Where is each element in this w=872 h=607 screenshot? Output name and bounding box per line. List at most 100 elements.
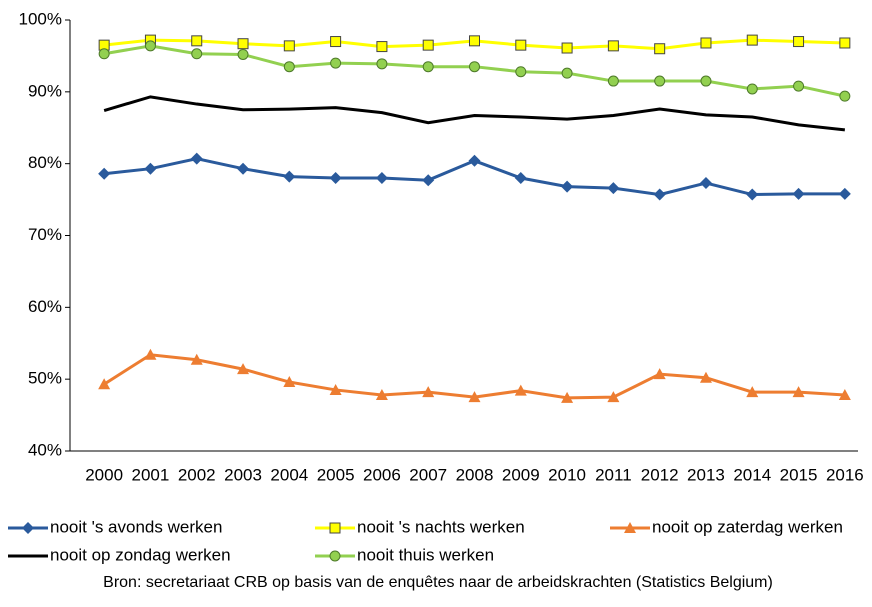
x-tick-label: 2009 <box>502 465 540 484</box>
marker <box>144 348 157 360</box>
legend-label: nooit 's nachts werken <box>357 517 525 536</box>
marker <box>792 386 805 398</box>
marker <box>607 40 619 52</box>
marker <box>700 37 712 49</box>
x-tick-label: 2000 <box>85 465 123 484</box>
marker <box>699 371 712 383</box>
x-tick-label: 2015 <box>780 465 818 484</box>
legend-label: nooit op zaterdag werken <box>652 517 843 536</box>
marker <box>191 48 203 60</box>
x-tick-label: 2001 <box>132 465 170 484</box>
marker <box>330 57 342 69</box>
marker <box>422 61 434 73</box>
y-tick-label: 60% <box>28 297 62 316</box>
marker <box>468 154 481 167</box>
marker <box>515 39 527 51</box>
marker <box>792 187 805 200</box>
x-tick-label: 2008 <box>456 465 494 484</box>
y-tick-label: 80% <box>28 153 62 172</box>
marker <box>375 172 388 185</box>
legend-label: nooit thuis werken <box>357 545 494 564</box>
marker <box>237 363 250 375</box>
marker <box>653 368 666 380</box>
marker <box>422 39 434 51</box>
marker <box>746 386 759 398</box>
marker <box>329 172 342 185</box>
marker <box>746 188 759 201</box>
marker <box>839 90 851 102</box>
marker <box>607 75 619 87</box>
y-tick-label: 40% <box>28 440 62 459</box>
marker <box>237 48 249 60</box>
marker <box>699 177 712 190</box>
marker <box>514 172 527 185</box>
marker <box>607 391 620 403</box>
x-tick-label: 2013 <box>687 465 725 484</box>
legend-item: nooit 's avonds werken <box>8 517 222 536</box>
marker <box>329 522 341 534</box>
marker <box>838 388 851 400</box>
source-note: Bron: secretariaat CRB op basis van de e… <box>103 574 773 591</box>
marker <box>607 182 620 195</box>
marker <box>98 167 111 180</box>
legend-item: nooit 's nachts werken <box>315 517 525 536</box>
marker <box>376 58 388 70</box>
marker <box>144 162 157 175</box>
marker <box>283 170 296 183</box>
marker <box>468 391 481 403</box>
marker <box>515 66 527 78</box>
marker <box>22 522 34 534</box>
marker <box>838 187 851 200</box>
legend-item: nooit thuis werken <box>315 545 494 564</box>
x-tick-label: 2002 <box>178 465 216 484</box>
marker <box>422 386 435 398</box>
marker <box>839 37 851 49</box>
marker <box>283 40 295 52</box>
marker <box>190 152 203 165</box>
y-tick-label: 100% <box>19 9 62 28</box>
marker <box>469 61 480 73</box>
x-tick-label: 2016 <box>826 465 864 484</box>
marker <box>654 75 666 87</box>
x-tick-label: 2012 <box>641 465 679 484</box>
x-tick-label: 2006 <box>363 465 401 484</box>
y-tick-label: 50% <box>28 369 62 388</box>
x-tick-label: 2014 <box>733 465 771 484</box>
marker <box>514 384 527 396</box>
marker <box>654 43 666 55</box>
marker <box>144 40 156 52</box>
marker <box>283 61 295 73</box>
marker <box>190 353 203 365</box>
y-tick-label: 70% <box>28 225 62 244</box>
marker <box>330 36 342 48</box>
legend-item: nooit op zaterdag werken <box>610 517 843 536</box>
marker <box>746 34 758 46</box>
y-tick-label: 90% <box>28 81 62 100</box>
marker <box>98 378 111 390</box>
marker <box>283 376 296 388</box>
marker <box>422 174 435 187</box>
legend-label: nooit 's avonds werken <box>50 517 222 536</box>
marker <box>561 180 574 193</box>
marker <box>793 36 805 48</box>
x-tick-label: 2005 <box>317 465 355 484</box>
marker <box>329 550 341 562</box>
marker <box>237 38 249 50</box>
x-tick-label: 2003 <box>224 465 262 484</box>
marker <box>700 75 712 87</box>
marker <box>653 188 666 201</box>
marker <box>561 391 574 403</box>
legend-label: nooit op zondag werken <box>50 545 231 564</box>
x-tick-label: 2011 <box>595 465 632 484</box>
marker <box>624 522 636 533</box>
marker <box>561 67 573 79</box>
marker <box>746 83 758 95</box>
marker <box>98 48 110 60</box>
marker <box>469 35 480 47</box>
x-tick-label: 2007 <box>409 465 447 484</box>
marker <box>793 80 805 92</box>
marker <box>237 162 250 175</box>
marker <box>561 42 573 54</box>
marker <box>191 35 203 47</box>
